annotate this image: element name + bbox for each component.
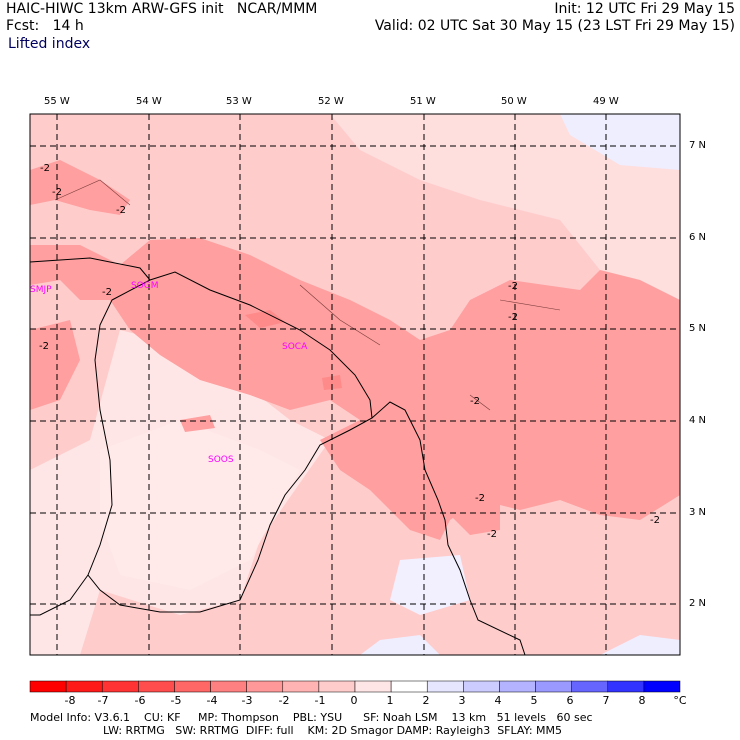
colorbar-swatch [535,680,572,693]
colorbar-swatch [499,680,536,693]
colorbar-swatch [138,680,175,693]
footer-physics-info: LW: RRTMG SW: RRTMG DIFF: full KM: 2D Sm… [103,724,563,737]
map-frame [29,113,681,656]
colorbar-label: -5 [170,694,182,707]
colorbar-label: -4 [206,694,218,707]
colorbar-unit: °C [673,694,687,707]
colorbar-swatch [174,680,211,693]
colorbar-label: -8 [64,694,76,707]
lat-label: 4 N [689,415,707,426]
contour-label: -2 [508,312,518,323]
footer-model-info: Model Info: V3.6.1 CU: KF MP: Thompson P… [30,711,593,724]
lon-label: 51 W [410,96,436,107]
forecast-hour: Fcst: 14 h [6,18,84,34]
lon-label: 53 W [226,96,252,107]
colorbar-swatch [463,680,500,693]
colorbar-swatch [571,680,609,693]
lon-label: 49 W [593,96,619,107]
lat-label: 2 N [689,598,707,609]
lon-label: 50 W [501,96,527,107]
lon-label: 52 W [318,96,344,107]
station-soos: SOOS [208,455,234,465]
colorbar-label: 3 [458,694,466,707]
colorbar-label: -2 [278,694,290,707]
colorbar-swatch [29,680,67,693]
contour-label: -2 [475,493,485,504]
colorbar [29,680,681,693]
lat-label: 3 N [689,507,707,518]
station-soca: SOCA [282,342,308,352]
colorbar-label: 0 [350,694,358,707]
init-time: Init: 12 UTC Fri 29 May 15 [554,1,735,17]
lon-label: 54 W [136,96,162,107]
colorbar-label: -3 [241,694,253,707]
colorbar-label: 1 [386,694,394,707]
colorbar-swatch [426,680,464,693]
contour-label: -2 [39,341,49,352]
colorbar-swatch [65,680,103,693]
colorbar-label: -6 [134,694,146,707]
shaded-field [30,114,680,655]
station-sogm: SOGM [131,281,159,291]
colorbar-swatch [282,680,320,693]
contour-label: -2 [470,396,480,407]
colorbar-swatch [101,680,139,693]
colorbar-swatch [390,680,428,693]
contour-label: -2 [650,515,660,526]
colorbar-label: 6 [566,694,574,707]
contour-label: -2 [487,529,497,540]
colorbar-swatch [354,680,392,693]
colorbar-label: 5 [530,694,538,707]
colorbar-swatch [643,680,681,693]
colorbar-label: 2 [422,694,430,707]
field-name: Lifted index [8,36,91,52]
colorbar-swatch [607,680,645,693]
colorbar-label: 8 [638,694,646,707]
lat-label: 5 N [689,323,707,334]
contour-label: -2 [102,287,112,298]
colorbar-label: -1 [314,694,326,707]
lon-label: 55 W [44,96,70,107]
lat-label: 6 N [689,232,707,243]
contour-label: -2 [116,205,126,216]
contour-label: -2 [508,281,518,292]
latlon-grid [30,114,680,655]
colorbar-label: 4 [494,694,502,707]
colorbar-swatch [210,680,247,693]
lat-label: 7 N [689,140,707,151]
colorbar-label: 7 [602,694,610,707]
model-title: HAIC-HIWC 13km ARW-GFS init NCAR/MMM [6,1,318,17]
station-smjp: SMJP [30,285,52,295]
colorbar-swatch [318,680,356,693]
colorbar-label: -7 [97,694,109,707]
contour-label: -2 [40,163,50,174]
colorbar-swatch [246,680,284,693]
valid-time: Valid: 02 UTC Sat 30 May 15 (23 LST Fri … [374,18,735,34]
contour-label: -2 [52,187,62,198]
